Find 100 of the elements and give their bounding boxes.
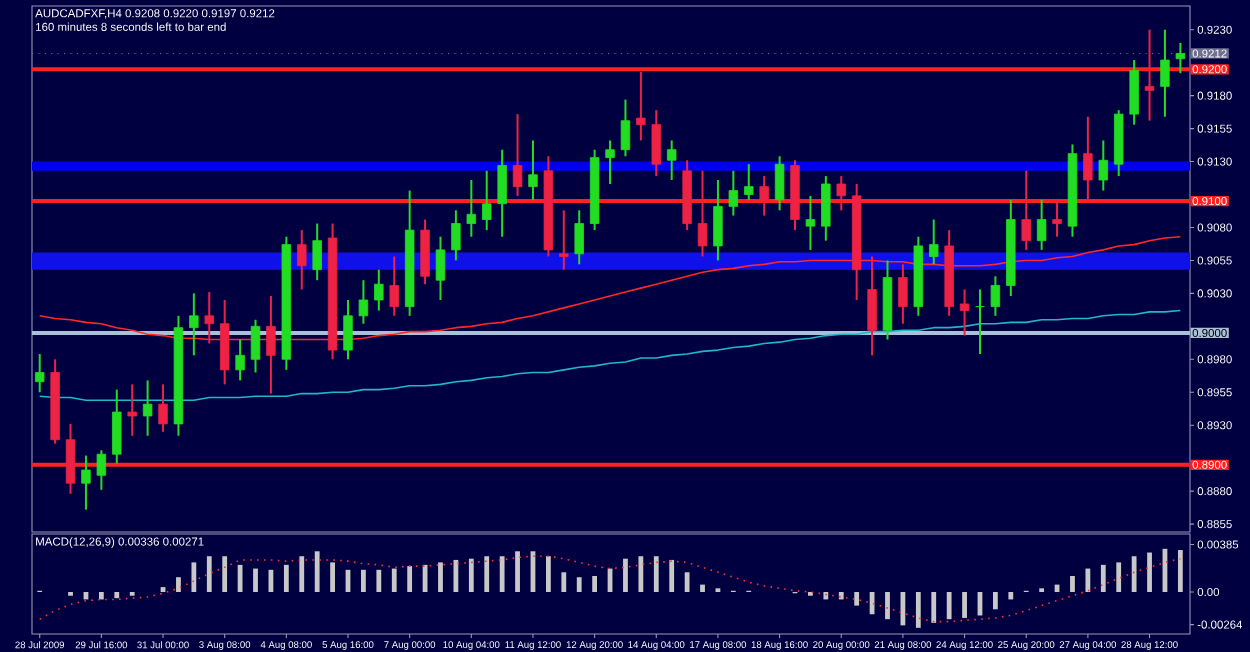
- candlestick: [343, 298, 353, 361]
- candlestick: [1144, 28, 1155, 122]
- bar: [515, 551, 520, 593]
- bar: [545, 556, 551, 593]
- bar: [669, 559, 675, 593]
- candlestick: [1036, 198, 1047, 251]
- candlestick: [990, 275, 1001, 317]
- bar: [376, 569, 382, 593]
- candlestick: [636, 70, 646, 142]
- bar: [700, 584, 705, 593]
- candlestick: [605, 139, 615, 185]
- candlestick: [1021, 169, 1031, 251]
- bar: [1008, 592, 1014, 600]
- bar: [1131, 556, 1137, 593]
- candlestick: [666, 139, 677, 182]
- candlestick: [867, 255, 877, 357]
- candlestick: [713, 179, 723, 262]
- candlestick: [898, 263, 908, 325]
- candlestick: [744, 163, 754, 201]
- bar: [191, 562, 197, 593]
- candlestick: [250, 318, 261, 374]
- candlestick: [1129, 59, 1139, 126]
- bar: [885, 592, 890, 620]
- candlestick: [1083, 115, 1093, 201]
- bar: [1100, 564, 1106, 593]
- candlestick: [374, 268, 384, 312]
- candlestick: [127, 383, 137, 437]
- candlestick: [389, 255, 399, 317]
- bar: [453, 559, 459, 593]
- candlestick: [235, 338, 245, 382]
- candlestick: [482, 169, 492, 232]
- candlestick: [528, 139, 538, 201]
- bar: [638, 556, 644, 593]
- candlestick: [451, 209, 461, 262]
- bar: [854, 592, 860, 606]
- candlestick: [1098, 139, 1109, 192]
- bar: [915, 592, 921, 628]
- candlestick: [142, 379, 153, 437]
- candlestick: [204, 291, 214, 345]
- candlestick: [81, 454, 91, 511]
- candlestick: [697, 169, 708, 258]
- candlestick: [420, 218, 430, 286]
- candlestick: [466, 179, 477, 238]
- bar: [206, 556, 212, 593]
- candlestick: [497, 148, 507, 238]
- candlestick: [620, 98, 631, 158]
- candlestick: [35, 353, 45, 394]
- bar: [391, 568, 397, 593]
- bar: [962, 592, 967, 618]
- bar: [283, 564, 289, 593]
- candlestick: [112, 388, 122, 465]
- bar: [1070, 575, 1075, 593]
- bar: [992, 592, 998, 610]
- candlestick: [821, 175, 831, 242]
- bar: [330, 562, 335, 593]
- bar: [176, 577, 181, 593]
- bar: [931, 592, 937, 623]
- bar: [253, 568, 258, 593]
- bar: [484, 556, 490, 593]
- bar: [623, 558, 628, 593]
- bar: [499, 556, 505, 593]
- bar: [438, 562, 443, 593]
- candlestick: [929, 218, 939, 266]
- candlestick: [158, 383, 168, 433]
- candlestick: [651, 109, 661, 178]
- candlestick: [65, 422, 76, 495]
- candlestick: [219, 298, 230, 386]
- bar: [299, 556, 305, 593]
- candlestick: [1160, 28, 1170, 118]
- bar: [361, 569, 366, 593]
- candlestick: [959, 288, 970, 337]
- bar: [222, 556, 228, 593]
- bar: [592, 575, 598, 593]
- candlestick: [728, 169, 739, 217]
- bar: [1177, 550, 1183, 593]
- candlestick: [435, 235, 446, 301]
- candlestick: [1052, 198, 1062, 238]
- candlestick: [1175, 41, 1186, 75]
- bar: [114, 592, 120, 599]
- candlestick: [759, 175, 769, 217]
- candlestick: [266, 295, 276, 395]
- bar: [576, 577, 582, 593]
- candlestick: [774, 155, 785, 212]
- candlestick: [836, 175, 846, 212]
- candlestick: [189, 292, 199, 357]
- bar: [653, 556, 659, 593]
- bar: [407, 566, 413, 593]
- bar: [98, 592, 104, 600]
- candlestick: [574, 209, 584, 266]
- bar: [823, 592, 829, 600]
- bar: [1147, 552, 1152, 593]
- bar: [684, 572, 690, 593]
- candlestick: [512, 113, 523, 197]
- bar: [1085, 568, 1091, 593]
- bar: [1116, 562, 1122, 593]
- candlestick: [559, 209, 569, 271]
- bar: [314, 551, 320, 593]
- bar: [468, 558, 474, 593]
- bar: [561, 572, 567, 593]
- candlestick: [312, 222, 322, 282]
